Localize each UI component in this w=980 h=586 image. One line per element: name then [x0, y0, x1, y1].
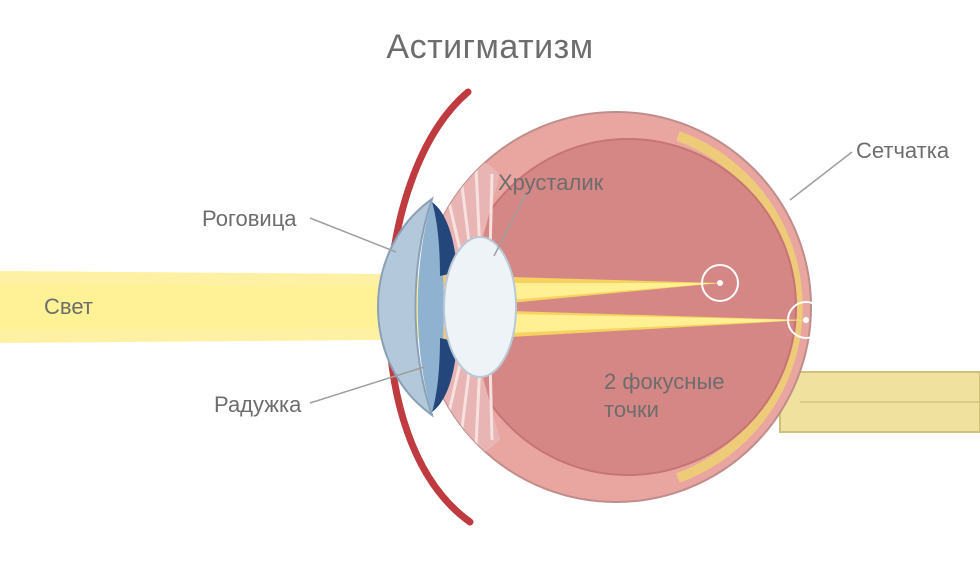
diagram-stage: Астигматизм	[0, 0, 980, 586]
label-retina: Сетчатка	[856, 138, 949, 164]
label-lens: Хрусталик	[498, 170, 603, 196]
eye-diagram-svg	[0, 0, 980, 586]
label-cornea: Роговица	[202, 206, 297, 232]
label-light: Свет	[44, 294, 93, 320]
label-iris: Радужка	[214, 392, 301, 418]
lens-shape	[444, 237, 516, 377]
optic-nerve	[780, 372, 980, 432]
label-focal-points: 2 фокусныеточки	[604, 368, 725, 423]
